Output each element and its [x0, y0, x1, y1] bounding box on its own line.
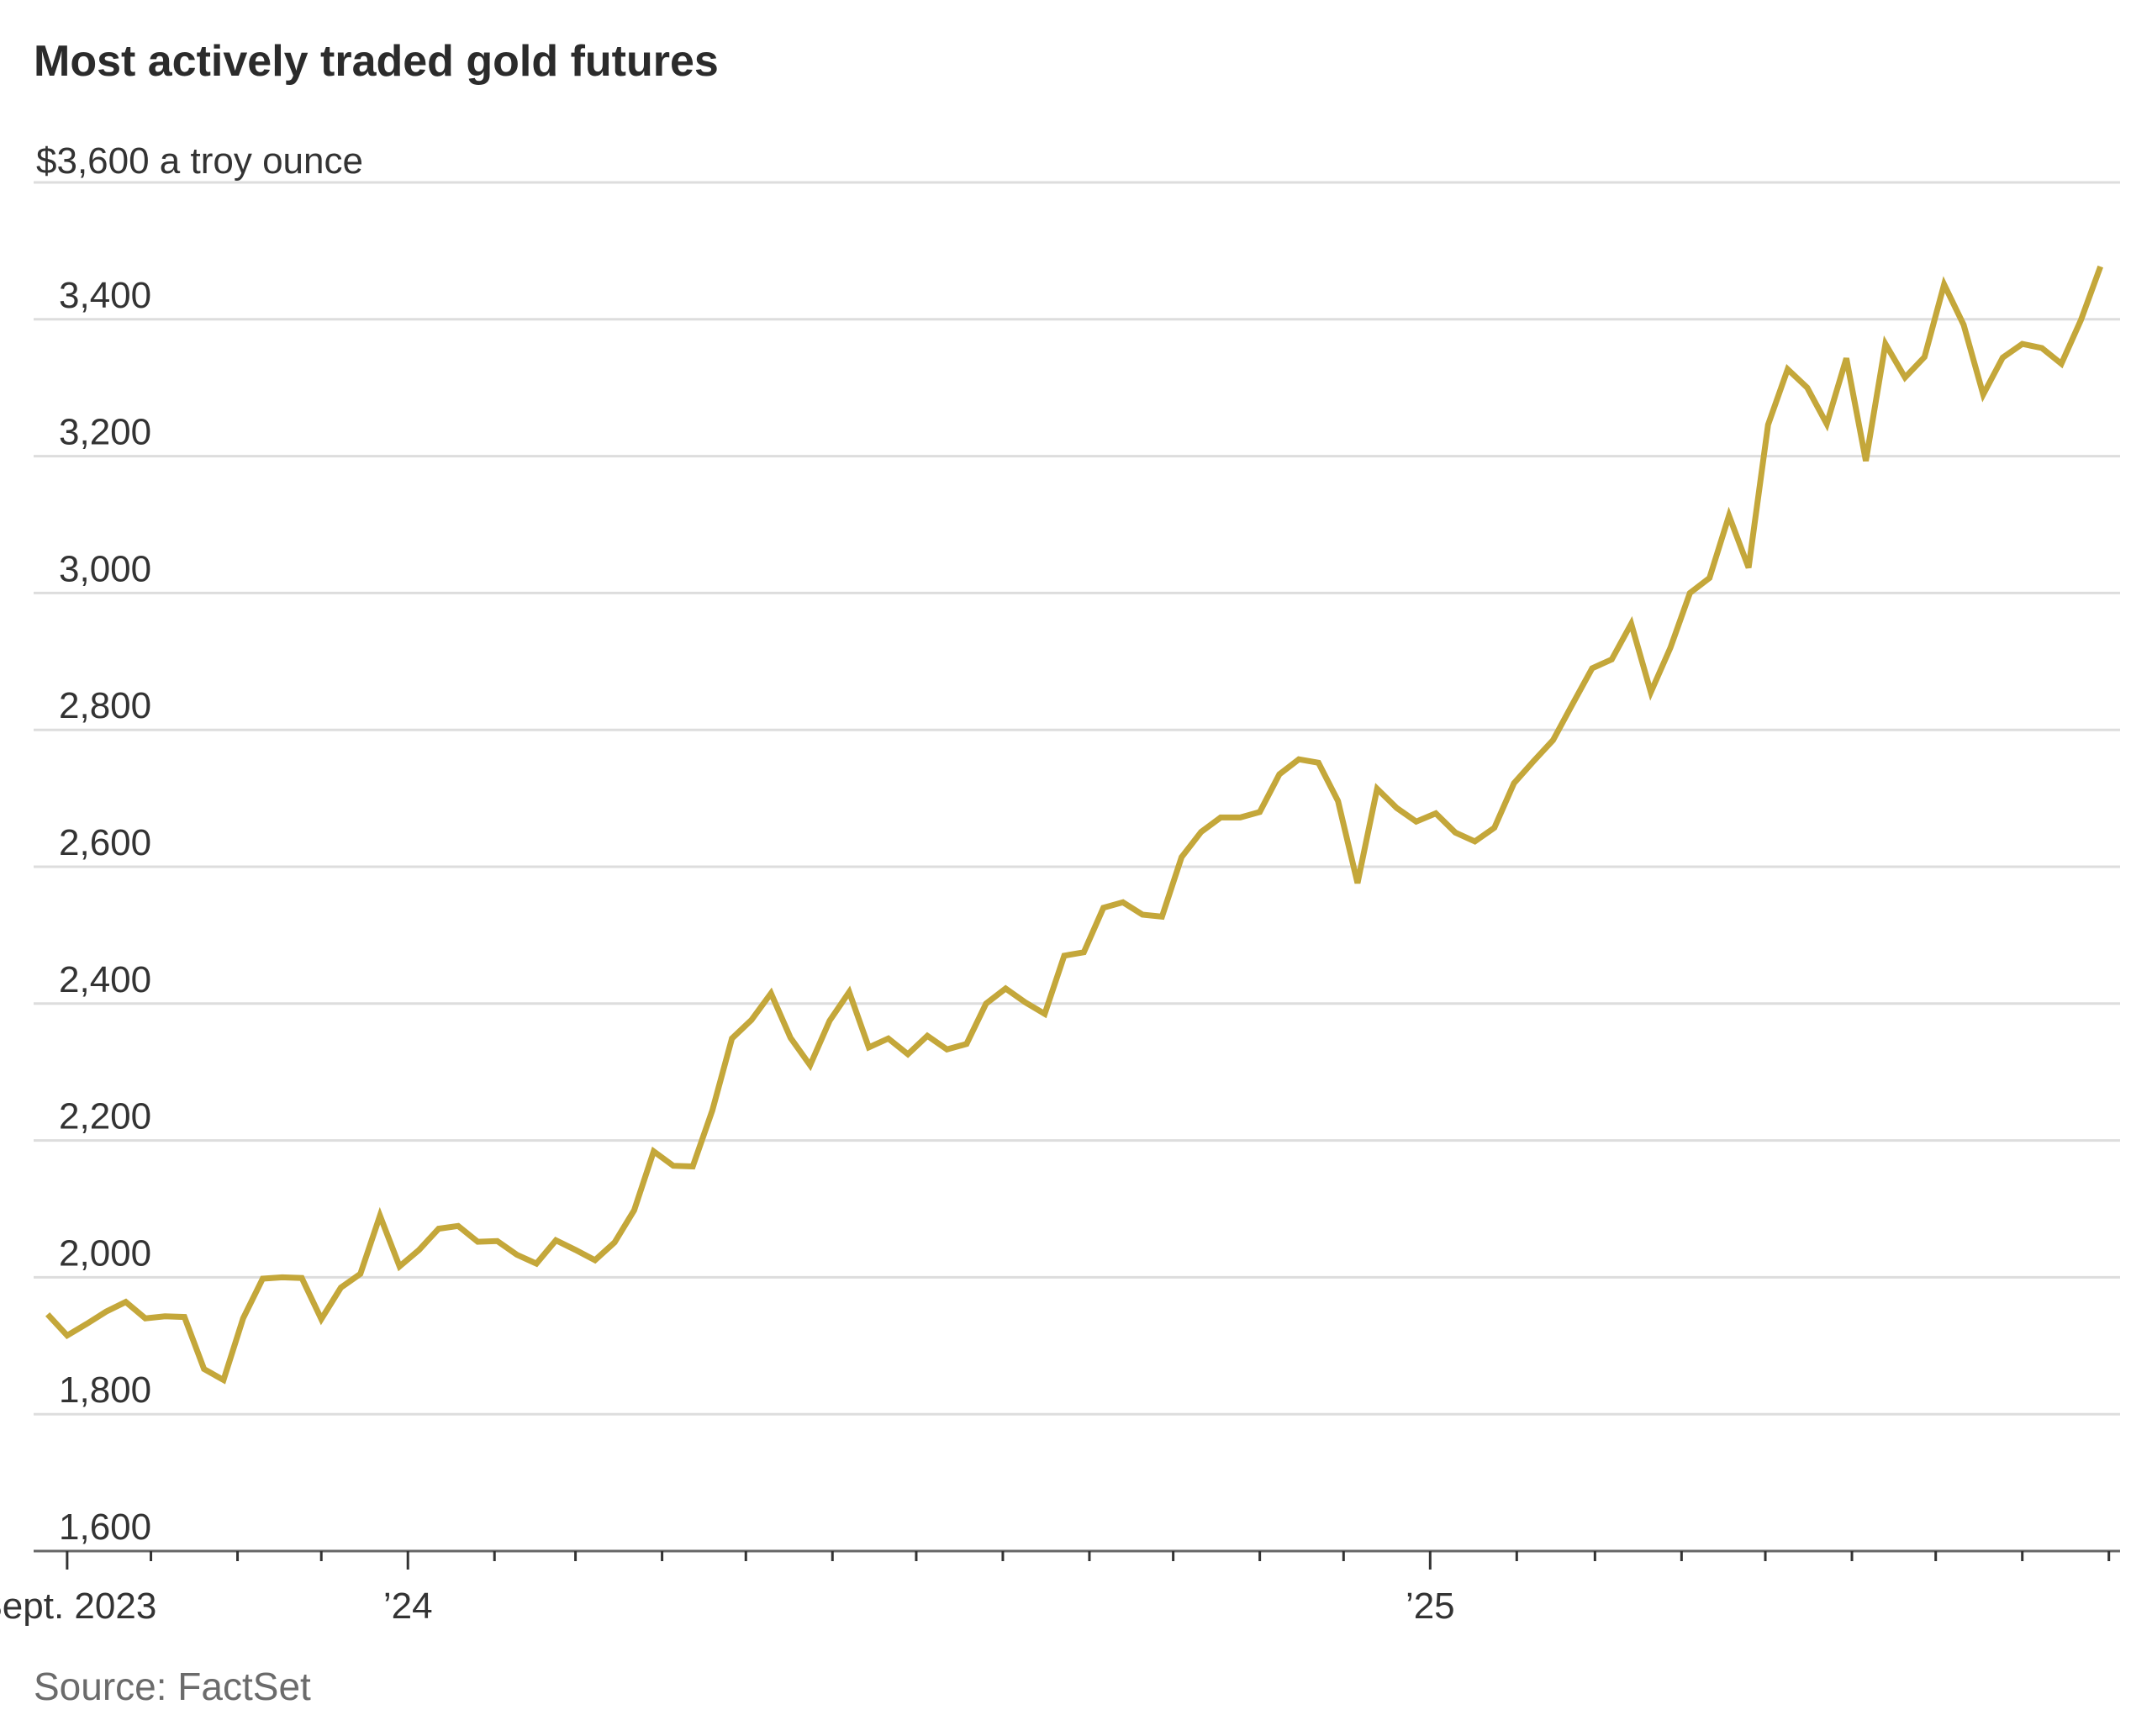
y-tick-label: 1,600 — [59, 1506, 151, 1548]
x-tick-label: Sept. 2023 — [0, 1586, 156, 1627]
chart-title: Most actively traded gold futures — [34, 37, 719, 86]
y-tick-label: 2,600 — [59, 822, 151, 863]
y-axis-unit-label: $3,600 a troy ounce — [36, 140, 363, 182]
x-axis-ticks: Sept. 2023 ’24 ’25 — [0, 1551, 2111, 1627]
y-tick-label: 2,800 — [59, 685, 151, 726]
x-tick-label: ’25 — [1406, 1586, 1455, 1627]
x-tick-label: ’24 — [383, 1586, 433, 1627]
y-tick-label: 2,200 — [59, 1096, 151, 1137]
y-tick-label: 3,400 — [59, 275, 151, 316]
source-note: Source: FactSet — [34, 1665, 311, 1708]
y-tick-label: 2,400 — [59, 959, 151, 1000]
y-tick-label: 1,800 — [59, 1369, 151, 1411]
y-axis-labels: 3,400 3,200 3,000 2,800 2,600 2,400 2,200 2,000… — [59, 275, 151, 1548]
y-tick-label: 3,200 — [59, 412, 151, 453]
y-tick-label: 3,000 — [59, 548, 151, 589]
series-layer — [45, 265, 2103, 1385]
series-line-gold-futures — [45, 265, 2103, 1385]
y-tick-label: 2,000 — [59, 1232, 151, 1274]
gridlines — [34, 181, 2120, 1416]
